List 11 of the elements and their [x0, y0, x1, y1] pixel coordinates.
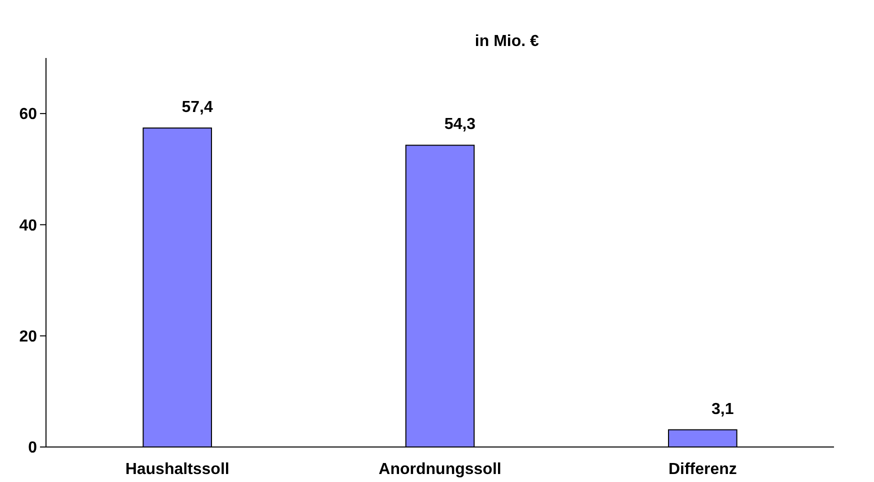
data-label: 57,4 [182, 99, 214, 116]
chart-title: in Mio. € [474, 33, 540, 50]
y-tick-label: 60 [19, 106, 38, 124]
data-label: 3,1 [712, 400, 734, 418]
x-tick-label: Anordnungssoll [378, 461, 502, 478]
y-tick-label: 0 [28, 440, 38, 457]
x-tick-label: Haushaltssoll [125, 461, 230, 478]
x-tick-label: Differenz [668, 461, 737, 478]
y-tick-label: 20 [19, 328, 38, 346]
y-tick-label: 40 [19, 217, 38, 234]
data-label: 54,3 [444, 116, 476, 134]
